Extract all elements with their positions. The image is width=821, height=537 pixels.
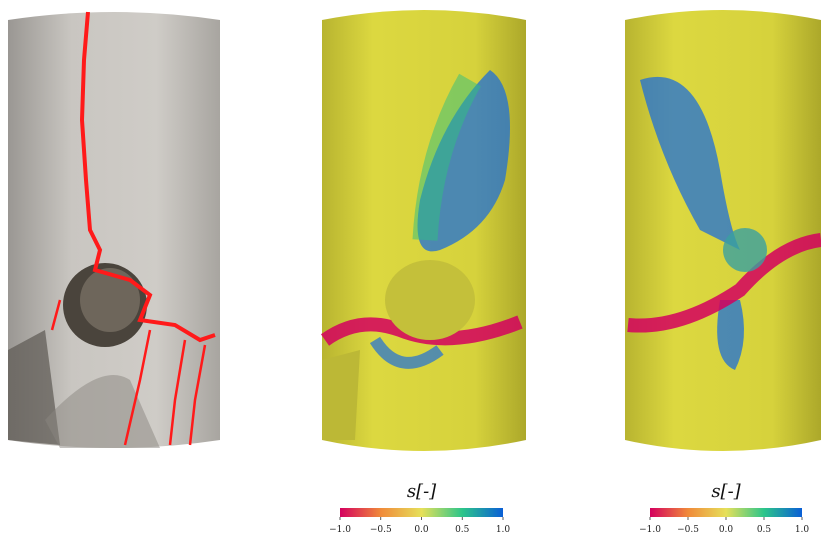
specimen-photo — [8, 11, 220, 448]
colorbar — [650, 508, 802, 517]
tick-label: −1.0 — [329, 525, 351, 535]
tick-label: −0.5 — [677, 525, 699, 535]
tick-label: 0.5 — [455, 525, 470, 535]
colorbar-label: s[-] — [407, 481, 437, 502]
tick-label: 1.0 — [496, 525, 511, 535]
colorbar-label: s[-] — [711, 481, 741, 502]
tick-label: −0.5 — [370, 525, 392, 535]
tick-label: −1.0 — [639, 525, 661, 535]
colorbars: s[-] −1.0 −0.5 0.0 0.5 1.0 s[-] −1.0 −0.5 0.0 0.5 1… — [329, 481, 809, 535]
tick-label: 0.0 — [414, 525, 429, 535]
simulation-view-1 — [320, 10, 526, 451]
tick-label: 1.0 — [795, 525, 810, 535]
simulation-view-2 — [625, 10, 821, 451]
colorbar — [340, 508, 503, 517]
tick-label: 0.5 — [757, 525, 772, 535]
tick-label: 0.0 — [719, 525, 734, 535]
